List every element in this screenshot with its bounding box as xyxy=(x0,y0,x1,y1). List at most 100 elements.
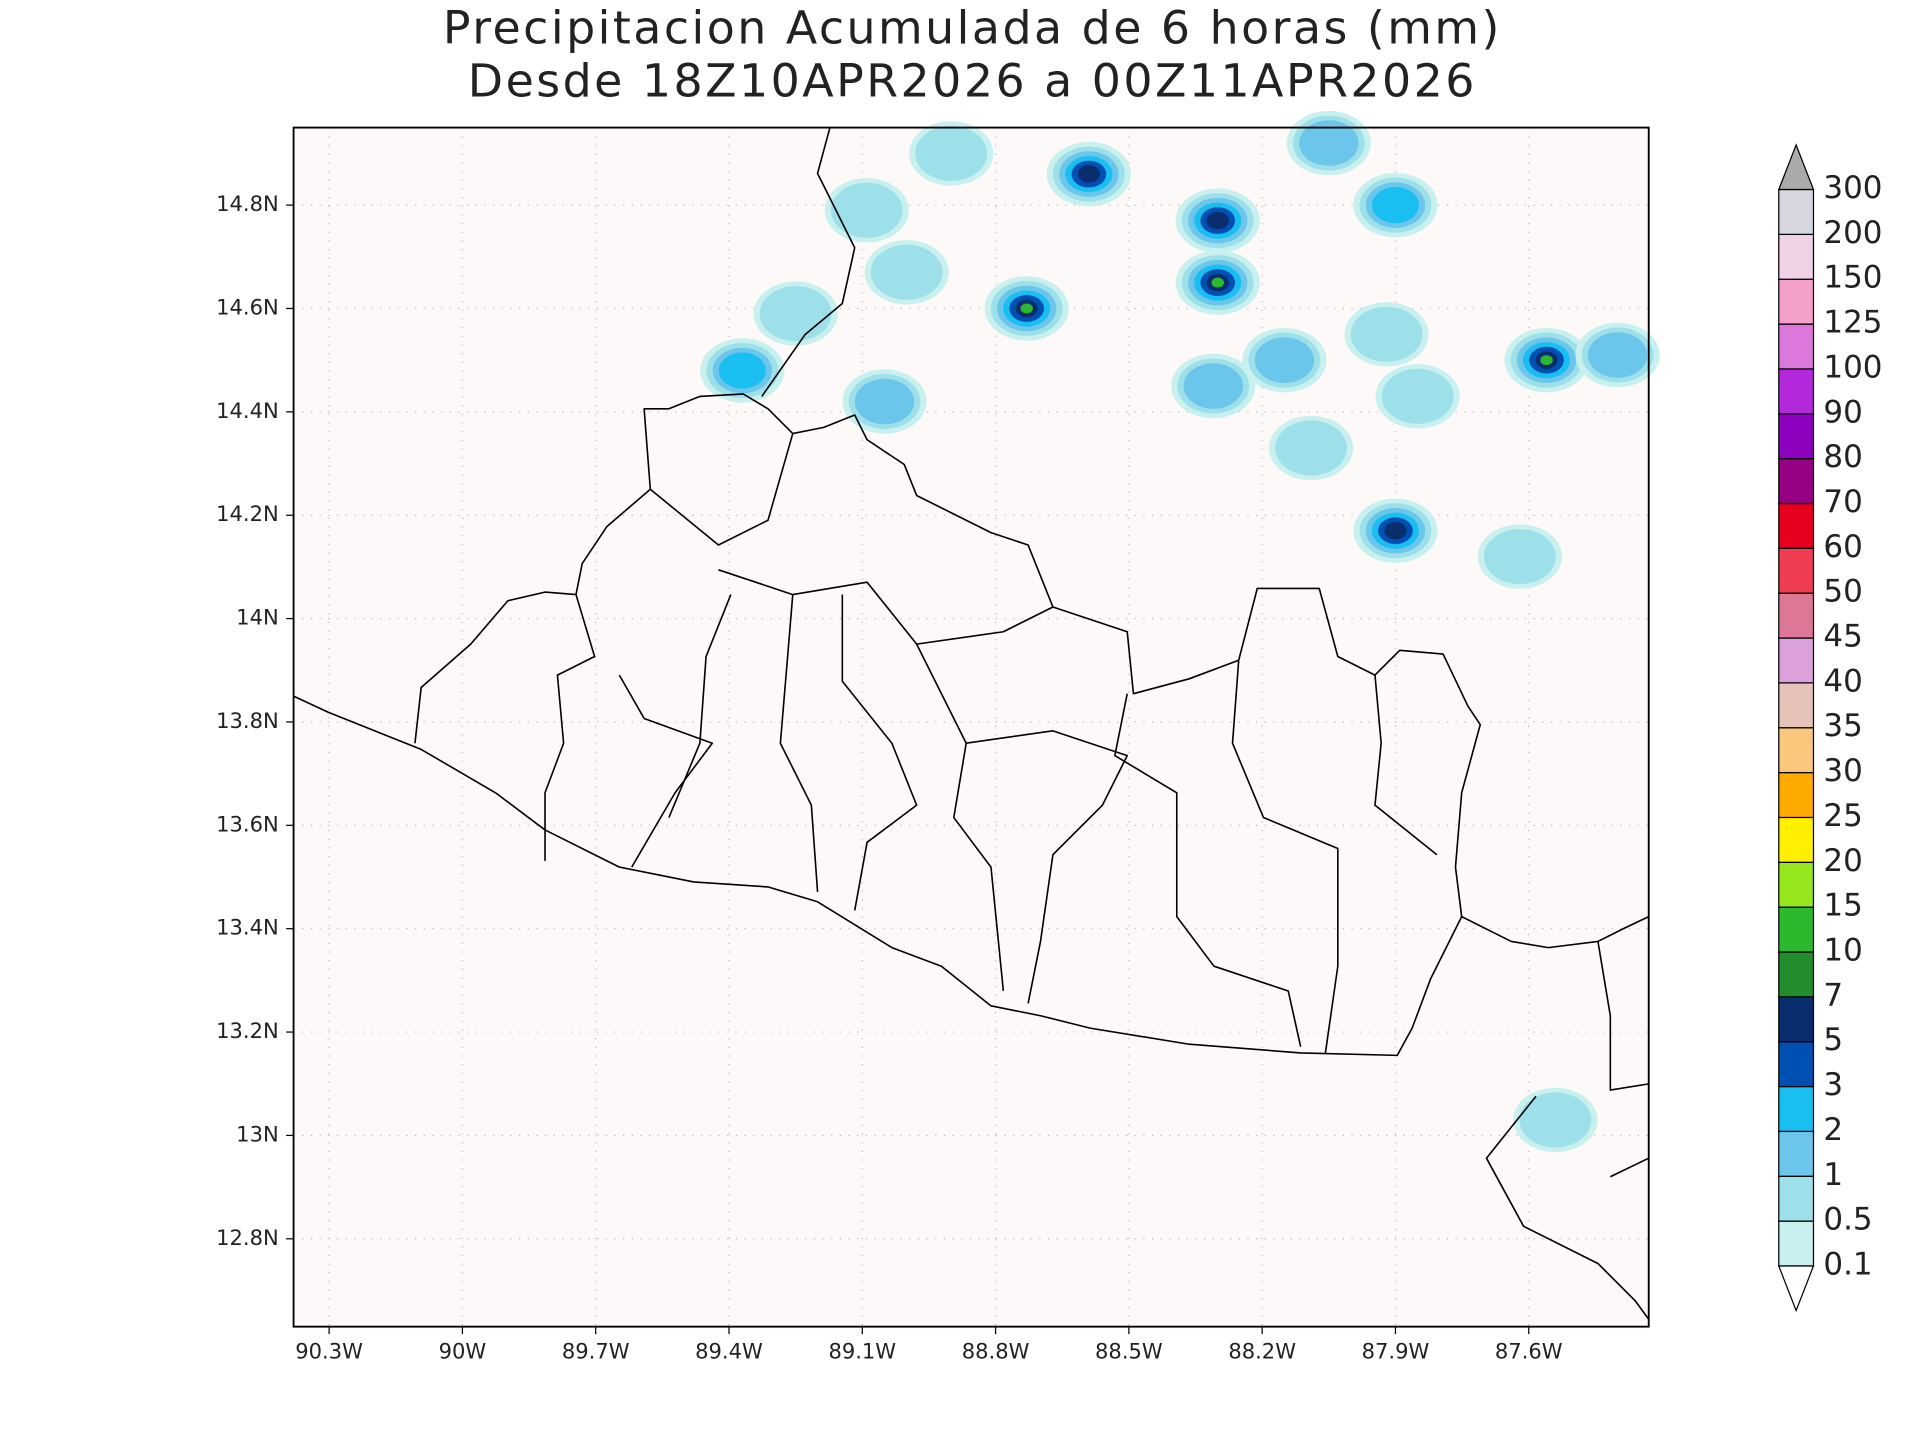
precip-contour xyxy=(1077,165,1101,183)
colorbar-label: 35 xyxy=(1823,708,1862,744)
y-tick-label: 13.2N xyxy=(216,1018,279,1043)
colorbar-label: 90 xyxy=(1823,394,1862,430)
colorbar-box xyxy=(1778,1085,1815,1133)
guatemala-honduras-border xyxy=(761,127,856,397)
colorbar-label: 2 xyxy=(1823,1112,1843,1148)
colorbar-box xyxy=(1778,637,1815,684)
precip-contour xyxy=(718,352,766,389)
y-tick-label: 14.6N xyxy=(216,294,279,319)
plot-background xyxy=(293,127,1649,1327)
y-tick-label: 14.8N xyxy=(216,191,279,216)
precip-contour xyxy=(830,182,903,238)
colorbar-box xyxy=(1778,1175,1815,1222)
colorbar-label: 30 xyxy=(1823,753,1862,789)
precip-contour xyxy=(1381,368,1454,424)
precip-contour xyxy=(1384,522,1407,540)
colorbar-box xyxy=(1778,323,1815,370)
colorbar-box xyxy=(1778,1041,1815,1088)
precip-contour xyxy=(1183,363,1244,409)
department-lines xyxy=(544,433,1438,1054)
precip-cells xyxy=(700,110,1660,1153)
subtitle: Desde 18Z10APR2026 a 00Z11APR2026 xyxy=(468,54,1477,108)
borders xyxy=(293,127,1650,1320)
colorbar-label: 20 xyxy=(1823,843,1862,879)
colorbar-label: 300 xyxy=(1823,170,1882,206)
colorbar-box xyxy=(1778,816,1815,863)
precip-contour xyxy=(1211,277,1224,288)
colorbar-box xyxy=(1778,502,1815,549)
colorbar-box xyxy=(1778,996,1815,1043)
precip-contour xyxy=(1371,187,1420,224)
gulf-coast xyxy=(1461,915,1650,1320)
colorbar-box xyxy=(1778,368,1815,415)
x-tick-label: 89.7W xyxy=(562,1339,630,1364)
x-tick-label: 89.1W xyxy=(828,1339,896,1364)
colorbar-over xyxy=(1777,143,1815,191)
colorbar-box xyxy=(1778,771,1815,819)
colorbar-box xyxy=(1778,1130,1815,1177)
colorbar-label: 50 xyxy=(1823,574,1862,610)
colorbar: 0.10.51235710152025303540455060708090100… xyxy=(1777,143,1882,1313)
x-tick-label: 87.9W xyxy=(1362,1339,1430,1364)
precip-contour xyxy=(1206,211,1229,230)
el-salvador-outline xyxy=(293,393,1482,1057)
colorbar-label: 45 xyxy=(1823,619,1862,655)
colorbar-label: 80 xyxy=(1823,439,1862,475)
colorbar-box xyxy=(1778,413,1815,460)
colorbar-box xyxy=(1778,458,1815,505)
y-tick-label: 12.8N xyxy=(216,1225,279,1250)
colorbar-label: 70 xyxy=(1823,484,1862,520)
colorbar-under xyxy=(1777,1265,1815,1313)
precip-contour xyxy=(1540,355,1553,366)
plot-frame xyxy=(292,126,1650,1328)
colorbar-box xyxy=(1778,233,1815,280)
colorbar-label: 200 xyxy=(1823,215,1882,251)
colorbar-box xyxy=(1778,861,1815,908)
colorbar-box xyxy=(1778,951,1815,998)
x-tick-label: 89.4W xyxy=(695,1339,763,1364)
colorbar-label: 0.5 xyxy=(1823,1202,1872,1238)
colorbar-box xyxy=(1778,592,1815,639)
colorbar-label: 150 xyxy=(1823,260,1882,296)
precip-contour xyxy=(870,244,943,300)
colorbar-label: 100 xyxy=(1823,349,1882,385)
colorbar-box xyxy=(1778,682,1815,729)
x-tick-label: 87.6W xyxy=(1495,1339,1563,1364)
x-tick-label: 90W xyxy=(439,1339,487,1364)
y-tick-label: 13.8N xyxy=(216,708,279,733)
y-tick-label: 14.4N xyxy=(216,398,279,423)
precip-contour xyxy=(1299,120,1359,166)
precip-contour xyxy=(1254,337,1315,383)
precip-contour xyxy=(1587,332,1648,378)
colorbar-label: 60 xyxy=(1823,529,1862,565)
colorbar-label: 25 xyxy=(1823,798,1862,834)
colorbar-label: 3 xyxy=(1823,1067,1843,1103)
colorbar-label: 125 xyxy=(1823,305,1882,341)
y-tick-label: 14.2N xyxy=(216,501,279,526)
colorbar-label: 5 xyxy=(1823,1022,1843,1058)
colorbar-box xyxy=(1778,906,1815,953)
colorbar-label: 15 xyxy=(1823,888,1862,924)
x-tick-label: 90.3W xyxy=(295,1339,363,1364)
colorbar-box xyxy=(1778,188,1815,235)
precip-contour xyxy=(1275,420,1347,476)
colorbar-label: 0.1 xyxy=(1823,1246,1872,1282)
precip-contour xyxy=(915,125,988,181)
colorbar-box xyxy=(1778,278,1815,325)
colorbar-label: 1 xyxy=(1823,1157,1843,1193)
y-tick-label: 13.6N xyxy=(216,811,279,836)
precip-contour xyxy=(854,378,915,425)
x-tick-label: 88.8W xyxy=(962,1339,1030,1364)
title: Precipitacion Acumulada de 6 horas (mm) xyxy=(443,0,1502,54)
precip-contour xyxy=(1350,306,1423,362)
y-tick-label: 14N xyxy=(236,605,279,630)
x-tick-label: 88.2W xyxy=(1228,1339,1296,1364)
precip-contour xyxy=(1483,529,1556,585)
colorbar-label: 10 xyxy=(1823,933,1862,969)
precip-contour xyxy=(1020,303,1033,314)
precip-contour xyxy=(759,286,832,342)
precip-contour xyxy=(1519,1092,1592,1148)
y-tick-label: 13.4N xyxy=(216,915,279,940)
axes: 90.3W 90W 89.7W 89.4W 89.1W 88.8W 88.5W 88.2W 87… xyxy=(216,191,1563,1364)
